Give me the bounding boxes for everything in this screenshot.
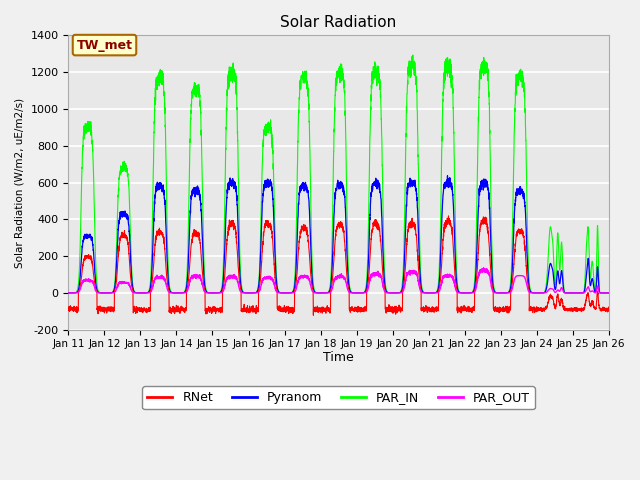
Y-axis label: Solar Radiation (W/m2, uE/m2/s): Solar Radiation (W/m2, uE/m2/s) xyxy=(15,97,25,267)
Legend: RNet, Pyranom, PAR_IN, PAR_OUT: RNet, Pyranom, PAR_IN, PAR_OUT xyxy=(142,386,535,409)
Text: TW_met: TW_met xyxy=(77,38,132,51)
Title: Solar Radiation: Solar Radiation xyxy=(280,15,397,30)
X-axis label: Time: Time xyxy=(323,351,354,364)
